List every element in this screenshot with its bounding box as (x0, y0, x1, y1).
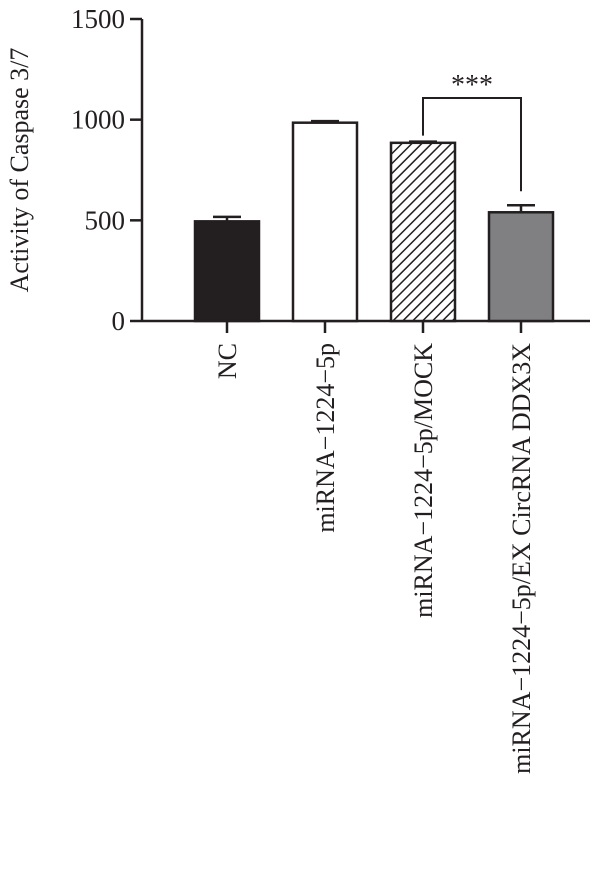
bar (291, 121, 359, 323)
x-tick-label: miRNA−1224−5p/EX CircRNA DDX3X (507, 343, 536, 774)
x-tick-label: NC (213, 343, 242, 379)
y-tick-label: 0 (112, 306, 126, 336)
bar (193, 220, 261, 323)
x-tick-label: miRNA−1224−5p/MOCK (409, 343, 438, 618)
significance-annotation: *** (422, 70, 522, 192)
y-axis-label: Activity of Caspase 3/7 (5, 48, 34, 293)
bar (389, 141, 457, 323)
x-tick-label: miRNA−1224−5p (311, 343, 340, 533)
bar (487, 211, 555, 323)
significance-label: *** (451, 70, 493, 101)
x-tick-labels: NC miRNA−1224−5p miRNA−1224−5p/MOCK miRNA−1… (213, 321, 536, 774)
y-tick-label: 500 (85, 205, 126, 235)
y-tick-label: 1000 (71, 105, 125, 135)
bars (193, 119, 555, 323)
significance-bracket (422, 97, 522, 192)
y-tick-label: 1500 (71, 4, 125, 34)
